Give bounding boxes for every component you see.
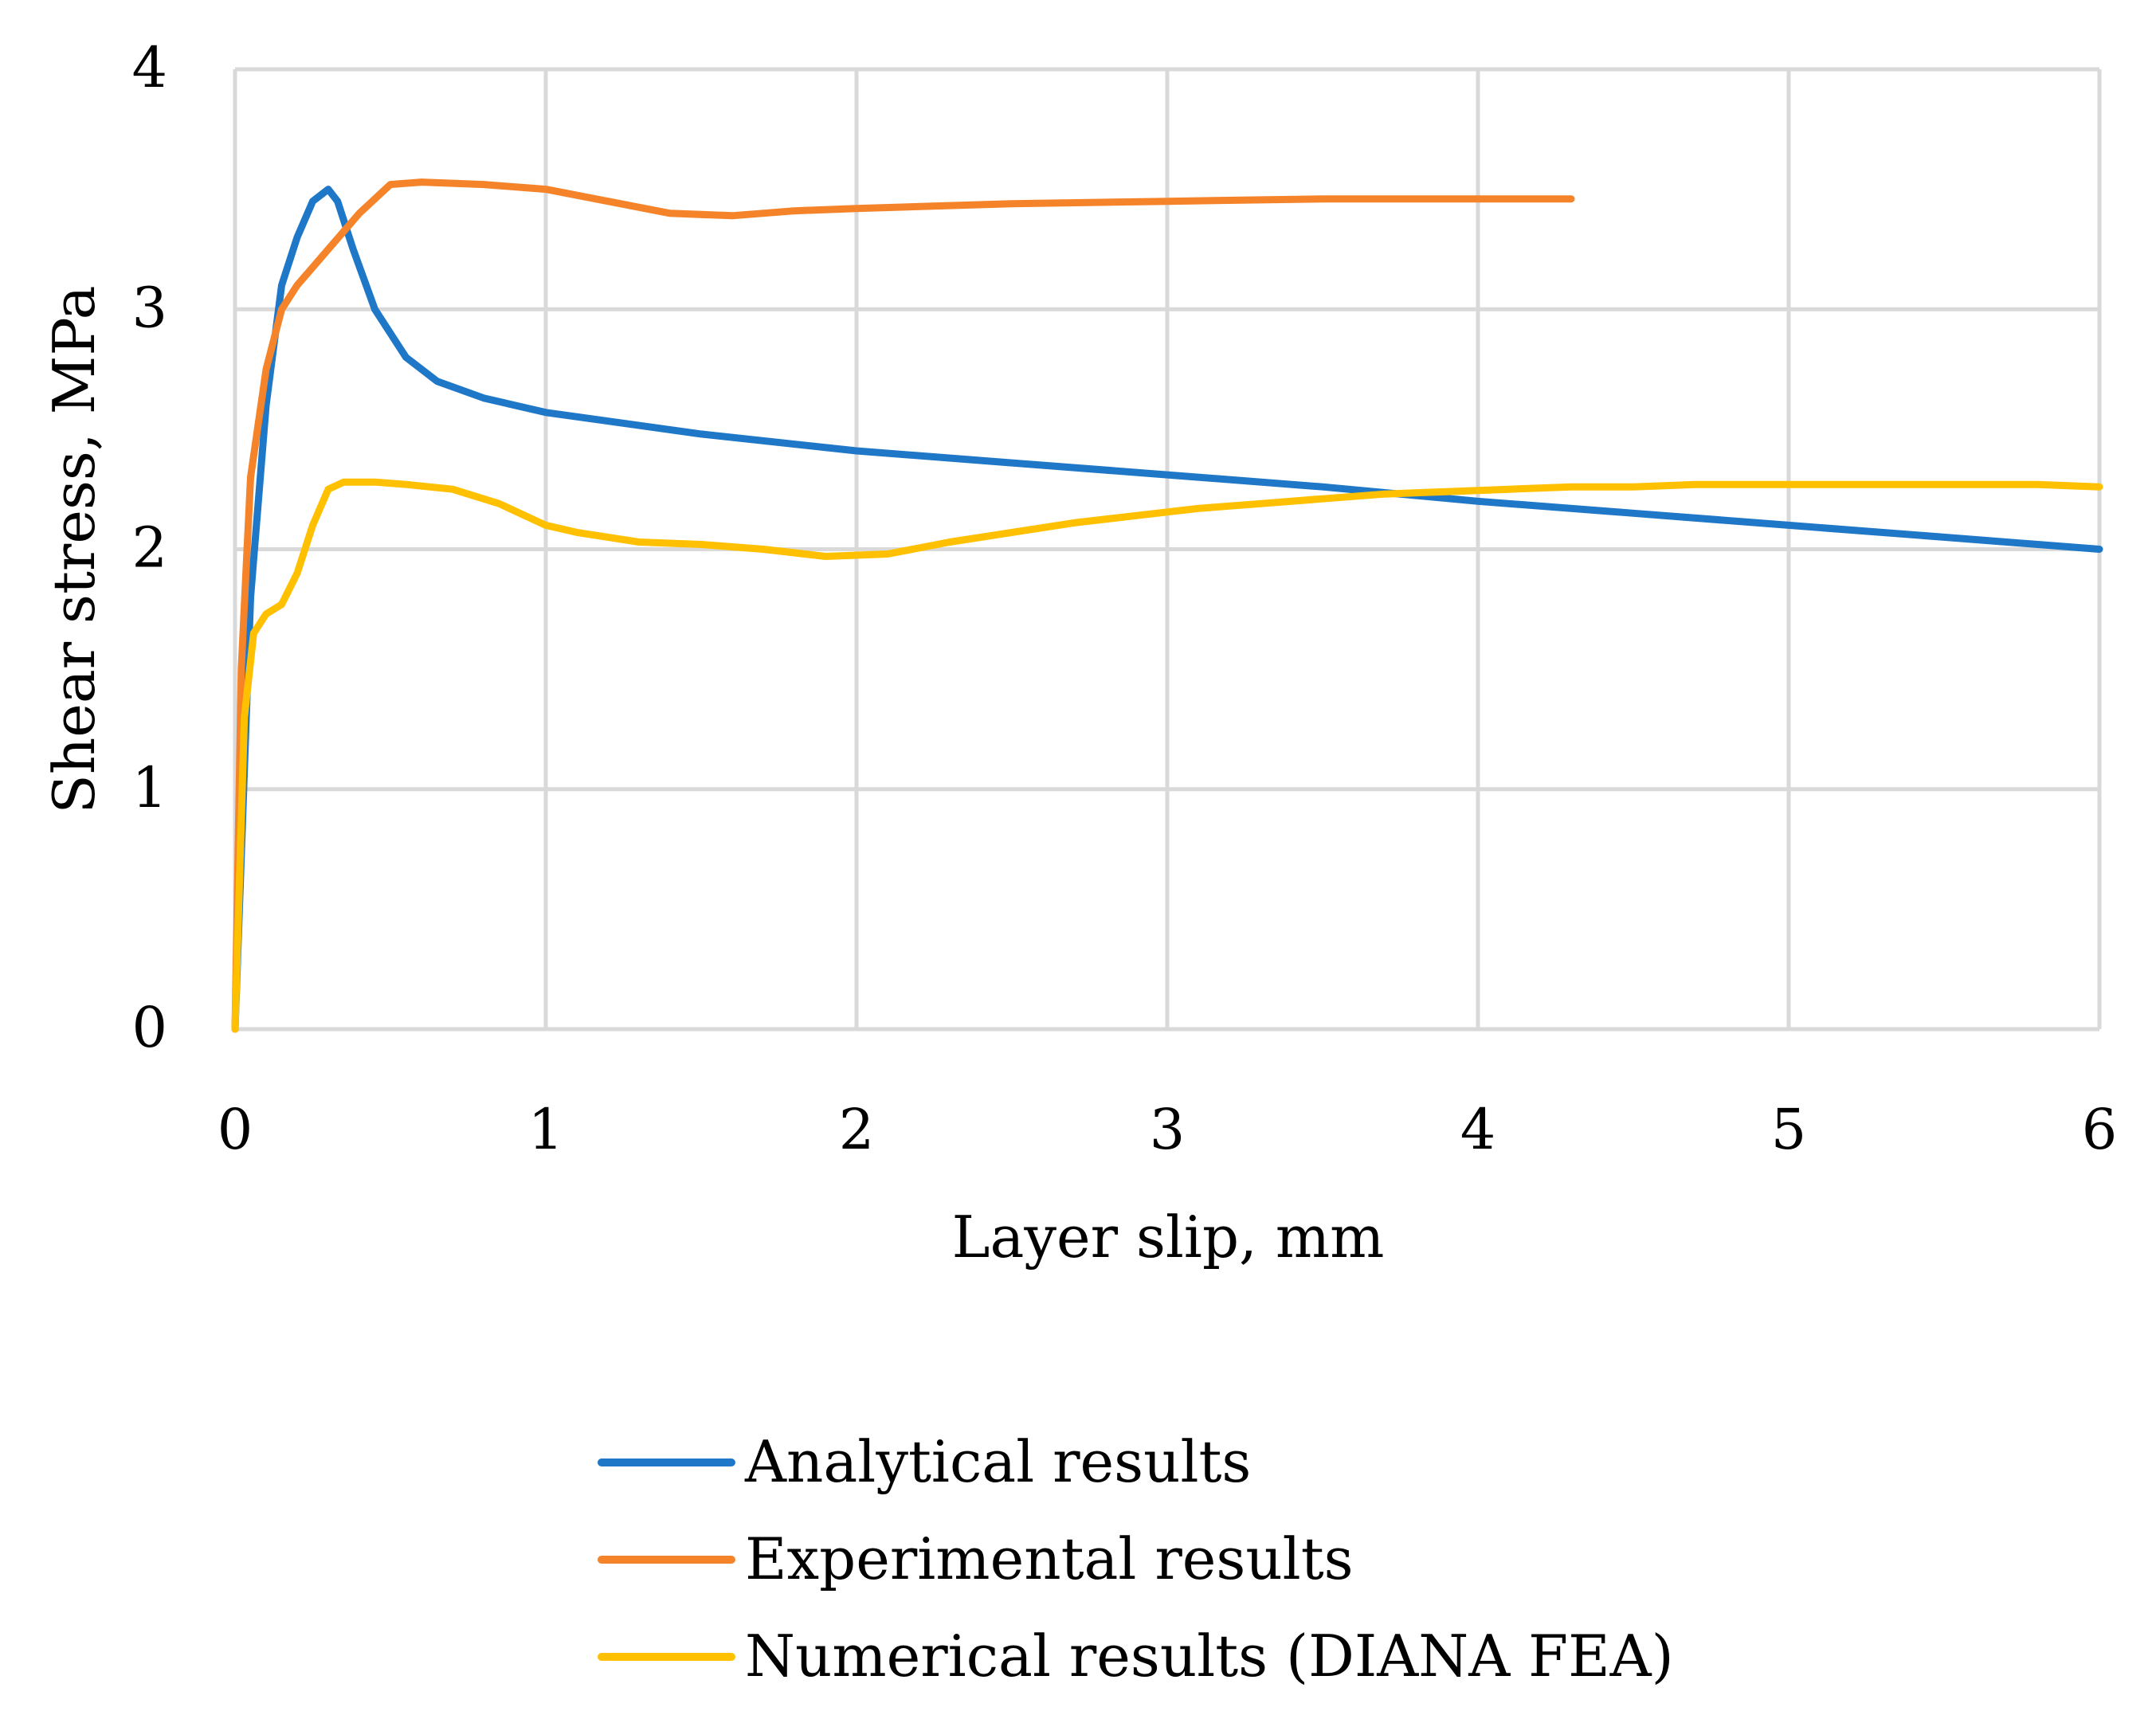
series-line-3: [231, 478, 2103, 1033]
gridlines: [233, 67, 2102, 1032]
legend-label: Analytical results: [744, 1428, 1251, 1495]
x-tick-label: 2: [839, 1097, 875, 1162]
series-line-1: [231, 186, 2103, 1033]
x-tick-label: 3: [1150, 1097, 1186, 1162]
y-tick-label: 2: [131, 515, 167, 581]
y-tick-label: 4: [131, 35, 167, 100]
series-layer: [231, 178, 2103, 1033]
x-tick-label: 0: [218, 1097, 253, 1162]
x-tick-label: 1: [528, 1097, 564, 1162]
y-axis-tick-labels: 0 1 2 3 4: [131, 35, 167, 1060]
y-tick-label: 3: [131, 275, 167, 340]
x-axis-tick-labels: 0 1 2 3 4 5 6: [218, 1097, 2118, 1162]
legend-label: Numerical results (DIANA FEA): [745, 1623, 1674, 1690]
x-tick-label: 5: [1771, 1097, 1807, 1162]
x-tick-label: 6: [2082, 1097, 2118, 1162]
y-tick-label: 1: [131, 755, 167, 820]
x-tick-label: 4: [1460, 1097, 1496, 1162]
y-axis-title: Shear stress, MPa: [41, 286, 108, 814]
legend: Analytical results Experimental results Nu…: [598, 1428, 1674, 1690]
legend-label: Experimental results: [745, 1525, 1354, 1592]
y-tick-label: 0: [131, 995, 167, 1060]
x-axis-title: Layer slip, mm: [952, 1204, 1385, 1271]
series-line-2: [231, 178, 1575, 1033]
